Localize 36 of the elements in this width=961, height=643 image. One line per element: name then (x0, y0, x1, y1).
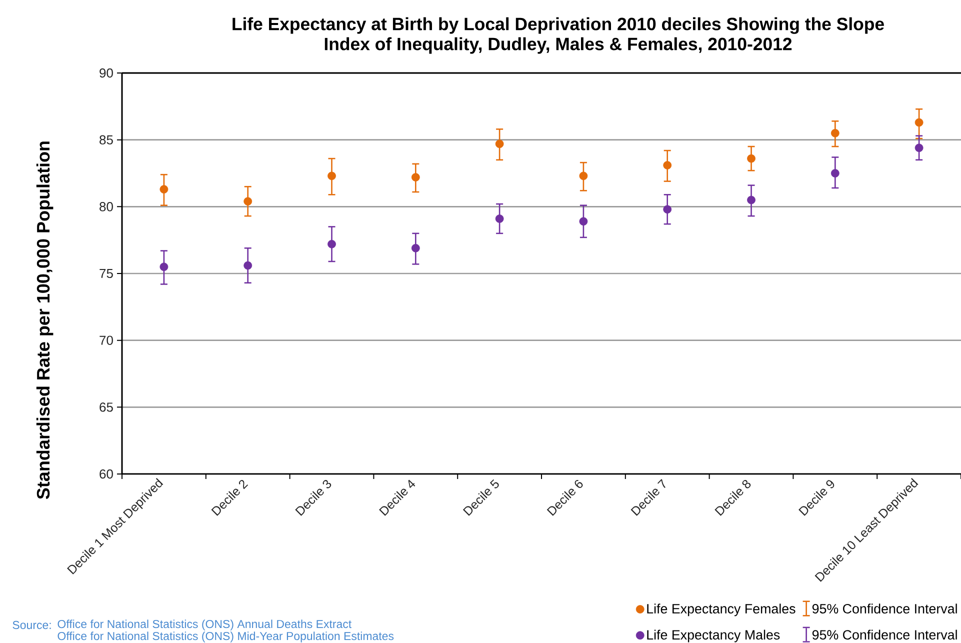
source-note: Source: (12, 620, 51, 630)
point (914, 118, 924, 127)
y-tick-label: 70 (100, 336, 113, 345)
point (411, 244, 420, 252)
y-tick-label: 75 (100, 268, 113, 278)
point (579, 172, 588, 180)
point (160, 262, 168, 272)
point (663, 205, 672, 214)
point (747, 154, 756, 163)
point (411, 173, 420, 182)
text: Office for National Statistics (ONS) Annual Deaths Extract (58, 620, 352, 630)
legend-label: Life Expectancy Males (647, 630, 780, 642)
point (495, 214, 504, 223)
text: Office for National Statistics (ONS) Mid-Year Population Estimates (58, 632, 394, 642)
point (747, 196, 756, 204)
y-tick-label: 80 (100, 202, 113, 212)
text: 95% Confidence Interval (812, 630, 957, 640)
point (328, 172, 336, 180)
point (830, 169, 840, 178)
point (579, 217, 588, 226)
point (160, 185, 168, 194)
y-axis-title: Standardised Rate per 100,000 Population (36, 142, 54, 500)
point (244, 197, 252, 206)
legend-label: Life Expectancy Females (647, 604, 796, 616)
y-tick-label: 85 (100, 135, 113, 144)
point (914, 144, 924, 152)
point (495, 140, 504, 148)
chart-title: Life Expectancy at Birth by Local Deprivation 2010 deciles Showing the Slope Index of Inequality, Dudley, Males & Females, 2010-2012 (232, 17, 884, 54)
point (328, 240, 336, 248)
y-tick-label: 65 (100, 402, 113, 412)
text: 95% Confidence Interval (812, 604, 957, 614)
point (663, 161, 672, 170)
y-tick-label: 90 (100, 68, 113, 78)
y-tick-label: 60 (100, 469, 113, 479)
point (244, 261, 252, 270)
point (830, 128, 840, 138)
